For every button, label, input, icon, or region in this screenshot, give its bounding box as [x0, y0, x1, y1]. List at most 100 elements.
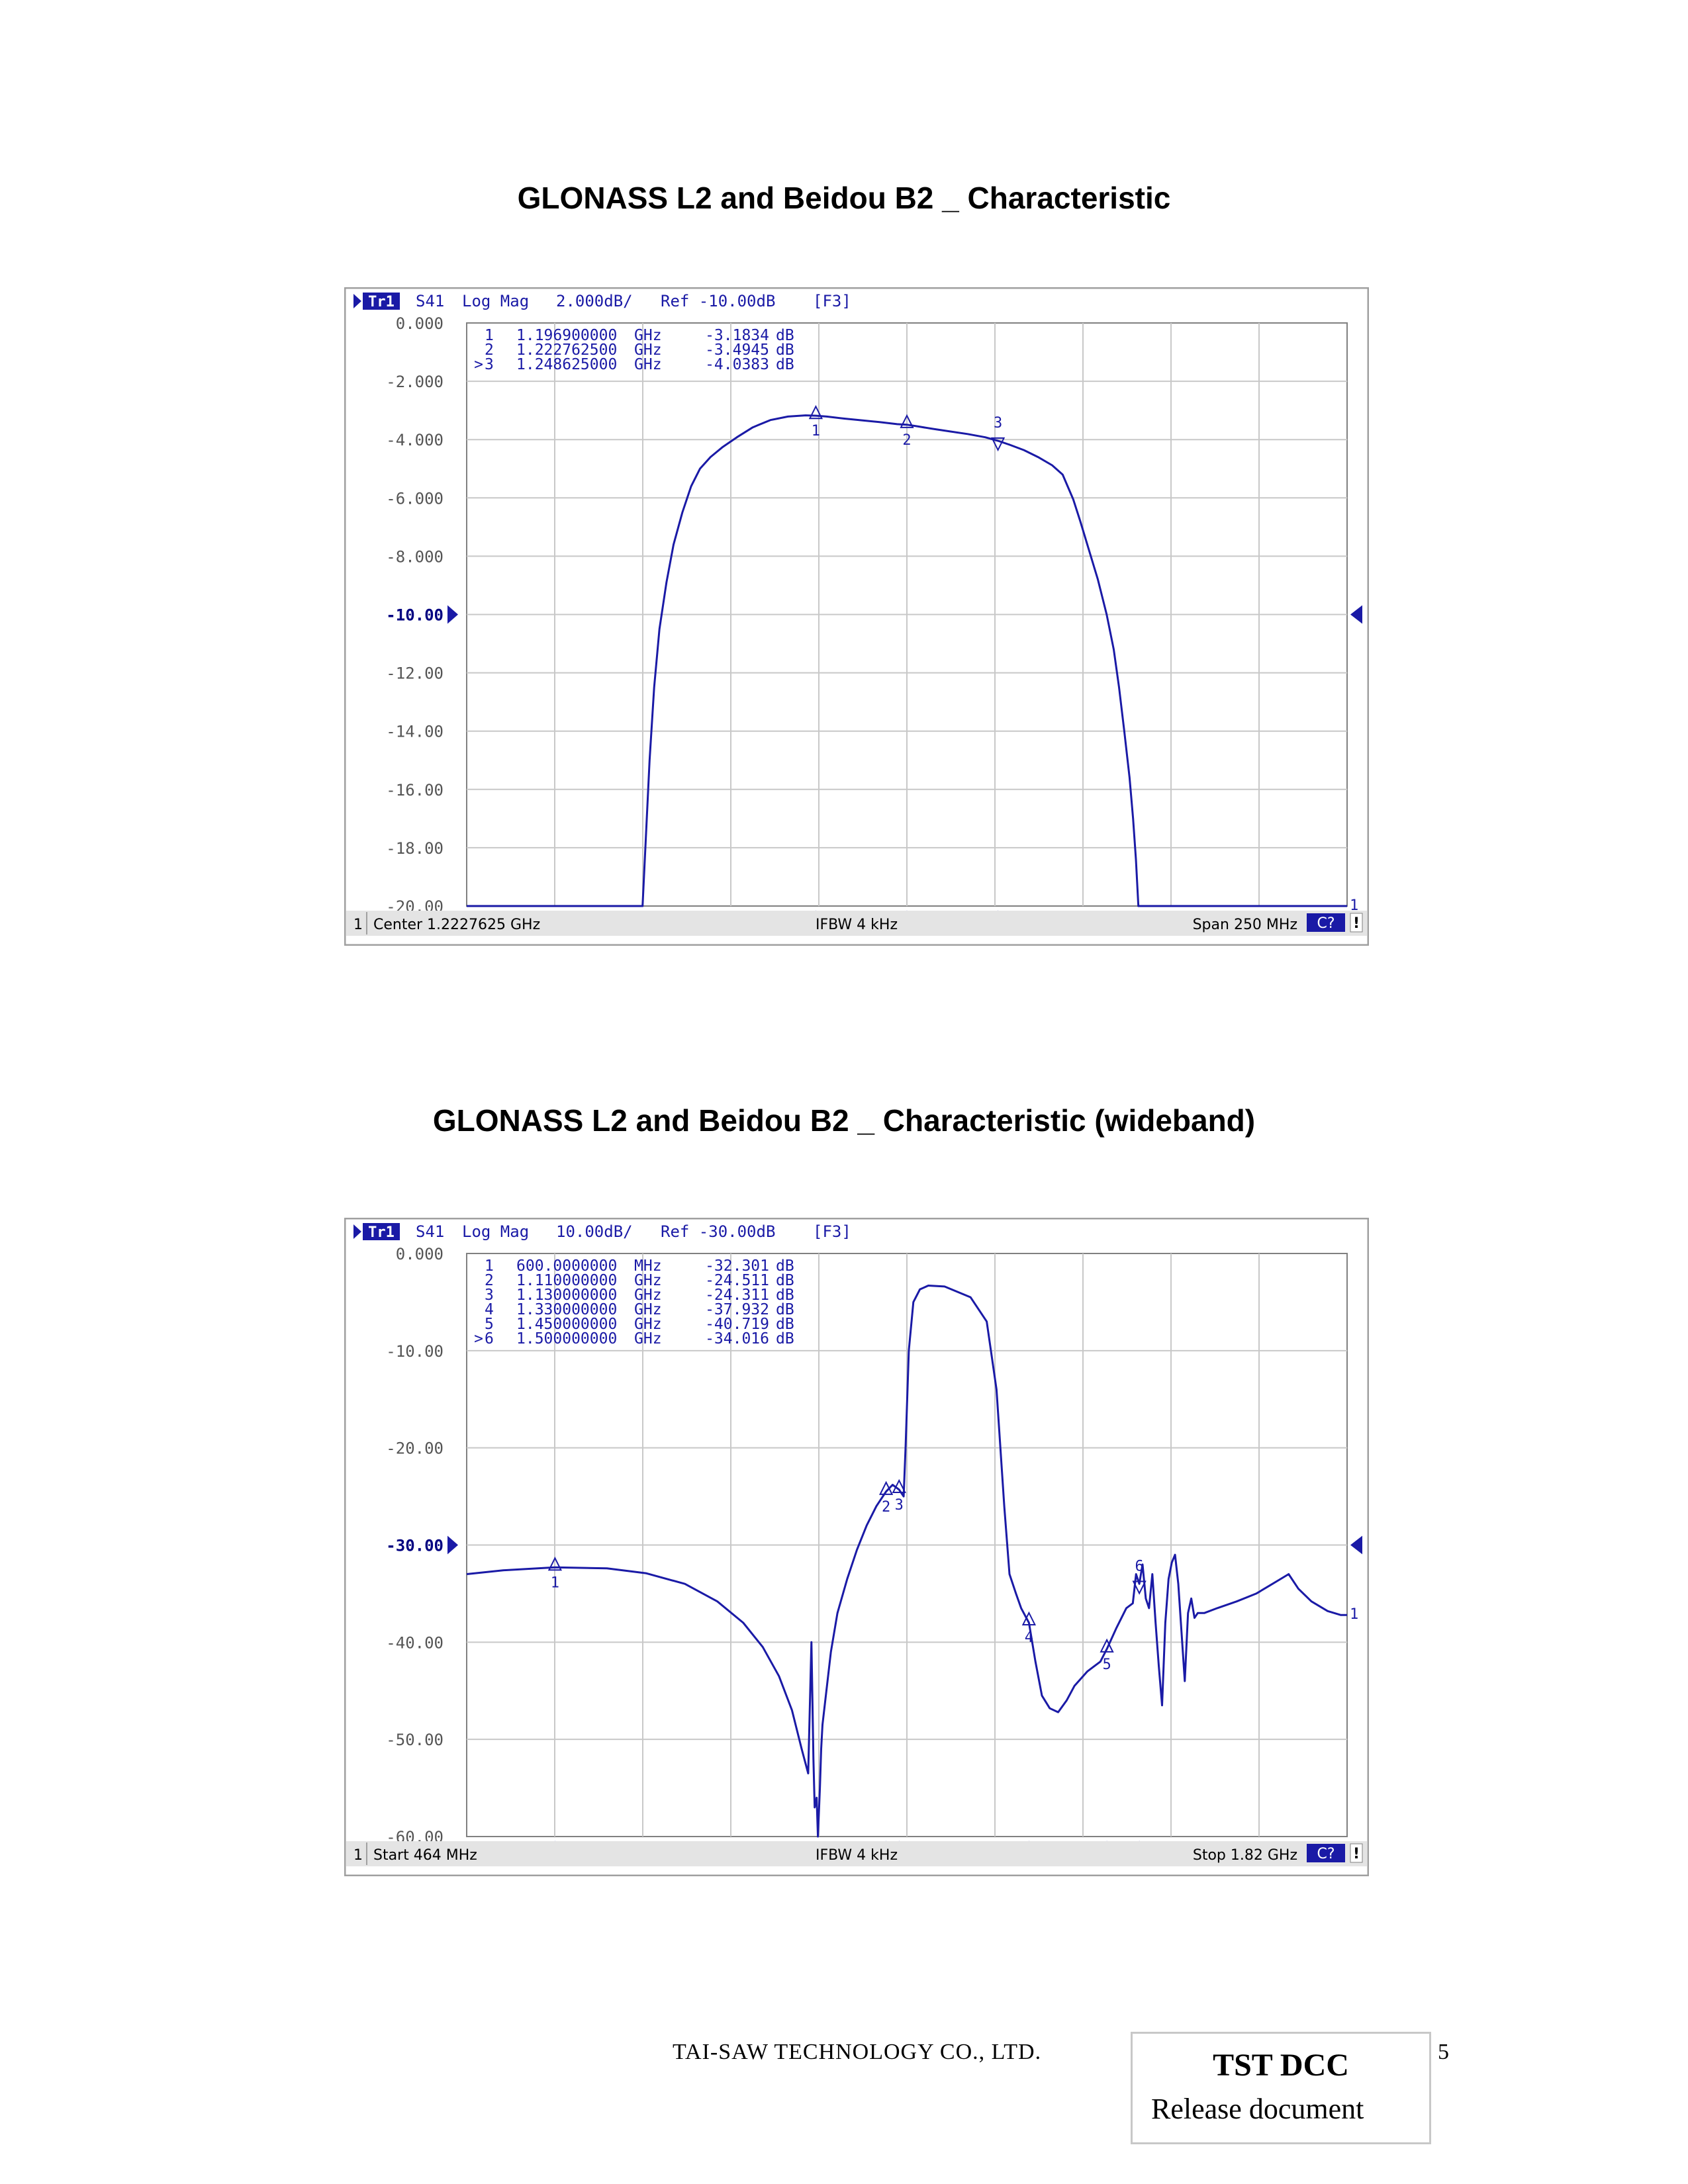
status-channel: 1	[353, 917, 363, 933]
marker-triangle	[892, 1479, 906, 1493]
ref-level-arrow-left	[447, 605, 458, 624]
status-cal-badge	[1307, 913, 1345, 932]
marker-triangle	[1021, 1611, 1037, 1625]
marker-table-frequency: 1.196900000	[516, 327, 617, 344]
document-control-status: Release document	[1151, 2093, 1364, 2125]
y-tick-label: -10.00	[386, 606, 444, 625]
marker-table-id: 6	[485, 1330, 494, 1347]
marker-table-value: -3.1834	[705, 327, 769, 344]
header-format: Log Mag	[462, 292, 529, 310]
chart-title-wideband: GLONASS L2 and Beidou B2 _ Characteristi…	[432, 1103, 1256, 1138]
document-control-title: TST DCC	[1213, 2048, 1349, 2083]
status-warning-box	[1350, 913, 1363, 933]
marker-table-value-unit: dB	[776, 1301, 794, 1318]
y-tick-label: -30.00	[386, 1537, 444, 1555]
trace-badge	[363, 1223, 400, 1240]
marker-table-frequency: 1.500000000	[516, 1330, 617, 1347]
marker-table-value: -40.719	[705, 1316, 769, 1333]
marker-table-value-unit: dB	[776, 327, 794, 344]
marker-table-unit: MHz	[634, 1257, 662, 1275]
status-stop-span: Stop 1.82 GHz	[1193, 1847, 1297, 1864]
marker-table-value: -24.311	[705, 1287, 769, 1304]
marker-table-value: -34.016	[705, 1330, 769, 1347]
y-tick-label: -12.00	[386, 664, 444, 683]
marker-table-value-unit: dB	[776, 1257, 794, 1275]
active-trace-arrow	[353, 294, 361, 308]
header-scale: 10.00dB/	[556, 1222, 633, 1241]
vna-chart-wideband: 0.000-10.00-20.00-30.00-40.00-50.00-60.0…	[344, 1218, 1369, 1876]
status-stop-span: Span 250 MHz	[1193, 917, 1297, 933]
marker-table-value: -32.301	[705, 1257, 769, 1275]
marker-table-prefix: >	[474, 1330, 483, 1347]
marker-table-unit: GHz	[634, 327, 662, 344]
marker-triangle	[900, 414, 914, 428]
page-number: 5	[1438, 2040, 1449, 2064]
trace-line	[467, 414, 1347, 907]
marker-table-frequency: 1.450000000	[516, 1316, 617, 1333]
marker-triangle	[547, 1557, 563, 1571]
status-bar	[346, 1841, 1367, 1866]
marker-table-id: 1	[485, 327, 494, 344]
ref-level-arrow-left	[447, 1535, 458, 1555]
y-tick-label: -8.000	[386, 547, 444, 566]
y-tick-label: 0.000	[396, 1245, 444, 1263]
header-reference: Ref -10.00dB	[661, 292, 775, 310]
marker-table-id: 2	[485, 341, 494, 359]
status-warning-box	[1350, 1843, 1363, 1863]
y-tick-label: 0.000	[396, 314, 444, 333]
header-channel: [F3]	[813, 1222, 851, 1241]
ref-level-arrow-right	[1350, 605, 1362, 624]
trace-badge	[363, 293, 400, 310]
marker-table-value: -37.932	[705, 1301, 769, 1318]
marker-table-unit: GHz	[634, 341, 662, 359]
header-reference: Ref -30.00dB	[661, 1222, 775, 1241]
status-ifbw: IFBW 4 kHz	[816, 1847, 898, 1864]
ref-level-arrow-right	[1350, 1535, 1362, 1555]
status-bar	[346, 911, 1367, 936]
trace-end-label: 1	[1350, 1606, 1358, 1623]
y-tick-label: -20.00	[386, 1439, 444, 1458]
marker-table-unit: GHz	[634, 1287, 662, 1304]
marker-table-unit: GHz	[634, 1301, 662, 1318]
marker-table-prefix: >	[474, 356, 483, 373]
header-parameter: S41	[416, 1222, 444, 1241]
marker-table-id: 4	[485, 1301, 494, 1318]
marker-label: 2	[902, 432, 911, 449]
header-format: Log Mag	[462, 1222, 529, 1241]
marker-table-frequency: 1.110000000	[516, 1272, 617, 1289]
y-tick-label: -2.000	[386, 373, 444, 391]
status-warning-label: !	[1353, 915, 1360, 932]
marker-table-value-unit: dB	[776, 1287, 794, 1304]
trace-badge-label: Tr1	[368, 294, 395, 310]
status-channel: 1	[353, 1847, 363, 1864]
y-tick-label: -10.00	[386, 1342, 444, 1361]
status-ifbw: IFBW 4 kHz	[816, 917, 898, 933]
status-start-center: Center 1.2227625 GHz	[373, 917, 540, 933]
marker-label: 3	[994, 415, 1002, 432]
marker-table-value: -24.511	[705, 1272, 769, 1289]
marker-triangle	[990, 437, 1006, 452]
trace-end-label: 1	[1350, 897, 1358, 914]
marker-table-unit: GHz	[634, 1272, 662, 1289]
marker-table-value-unit: dB	[776, 1316, 794, 1333]
y-tick-label: -4.000	[386, 431, 444, 449]
marker-triangle	[1132, 1580, 1147, 1595]
marker-table-frequency: 1.222762500	[516, 341, 617, 359]
marker-table-id: 5	[485, 1316, 494, 1333]
y-tick-label: -14.00	[386, 723, 444, 741]
marker-table-frequency: 600.0000000	[516, 1257, 617, 1275]
marker-table-value-unit: dB	[776, 1330, 794, 1347]
active-trace-arrow	[353, 1224, 361, 1239]
marker-label: 1	[551, 1574, 559, 1591]
marker-triangle	[878, 1480, 894, 1495]
marker-table-unit: GHz	[634, 1330, 662, 1347]
footer-company-name: TAI-SAW TECHNOLOGY CO., LTD.	[673, 2040, 1042, 2064]
marker-label: 1	[812, 423, 820, 439]
marker-table-frequency: 1.330000000	[516, 1301, 617, 1318]
marker-table-frequency: 1.130000000	[516, 1287, 617, 1304]
marker-table-id: 3	[485, 1287, 494, 1304]
marker-table-frequency: 1.248625000	[516, 356, 617, 373]
marker-table-value: -3.4945	[705, 341, 769, 359]
marker-table-unit: GHz	[634, 356, 662, 373]
marker-table-value-unit: dB	[776, 1272, 794, 1289]
